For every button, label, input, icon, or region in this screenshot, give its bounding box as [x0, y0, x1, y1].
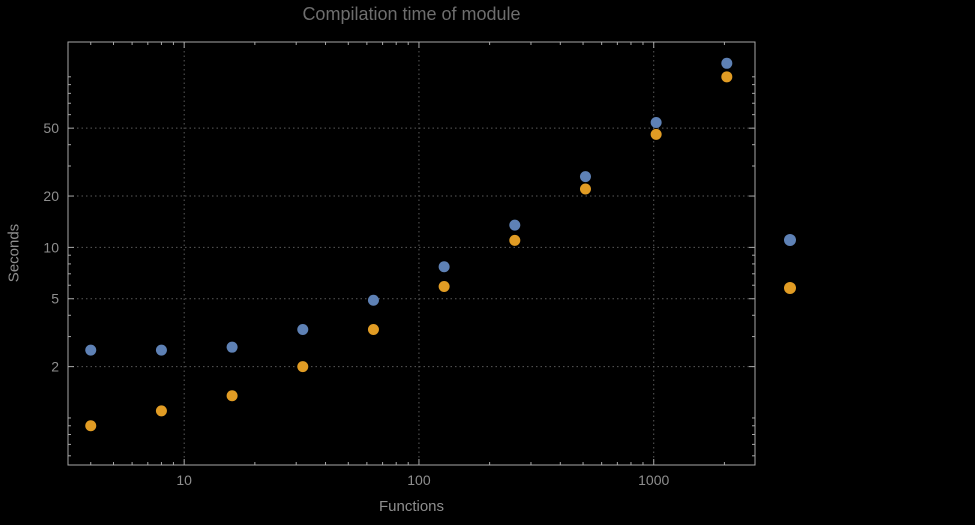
y-tick-label: 2 — [51, 359, 59, 375]
data-point-series-2-orange — [721, 71, 733, 83]
data-point-series-1-blue — [226, 341, 238, 353]
data-point-series-1-blue — [297, 324, 309, 336]
legend-marker-series-2-orange — [784, 282, 796, 294]
x-axis-label: Functions — [378, 498, 445, 515]
data-point-series-2-orange — [367, 324, 379, 336]
data-point-series-1-blue — [579, 171, 591, 183]
data-point-series-2-orange — [226, 390, 238, 402]
x-tick-label: 10 — [176, 472, 192, 488]
chart-title: Compilation time of module — [302, 4, 521, 24]
data-point-series-1-blue — [509, 219, 521, 231]
y-tick-label: 20 — [43, 188, 59, 204]
data-point-series-1-blue — [155, 344, 167, 356]
x-tick-label: 100 — [407, 472, 431, 488]
data-point-series-2-orange — [438, 280, 450, 292]
y-axis-label: Seconds — [5, 223, 23, 283]
data-point-series-1-blue — [85, 344, 97, 356]
data-point-series-2-orange — [650, 128, 662, 140]
data-point-series-1-blue — [721, 57, 733, 69]
data-point-series-2-orange — [85, 420, 97, 432]
y-tick-label: 10 — [43, 239, 59, 255]
data-point-series-2-orange — [509, 234, 521, 246]
y-tick-label: 50 — [43, 120, 59, 136]
legend-marker-series-1-blue — [784, 234, 796, 246]
data-point-series-2-orange — [579, 183, 591, 195]
x-tick-label: 1000 — [638, 472, 669, 488]
data-point-series-2-orange — [297, 361, 309, 373]
y-tick-label: 5 — [51, 291, 59, 307]
plot-frame — [67, 41, 756, 466]
data-point-series-1-blue — [367, 294, 379, 306]
data-point-series-1-blue — [438, 261, 450, 273]
data-point-series-2-orange — [155, 405, 167, 417]
data-point-series-1-blue — [650, 116, 662, 128]
